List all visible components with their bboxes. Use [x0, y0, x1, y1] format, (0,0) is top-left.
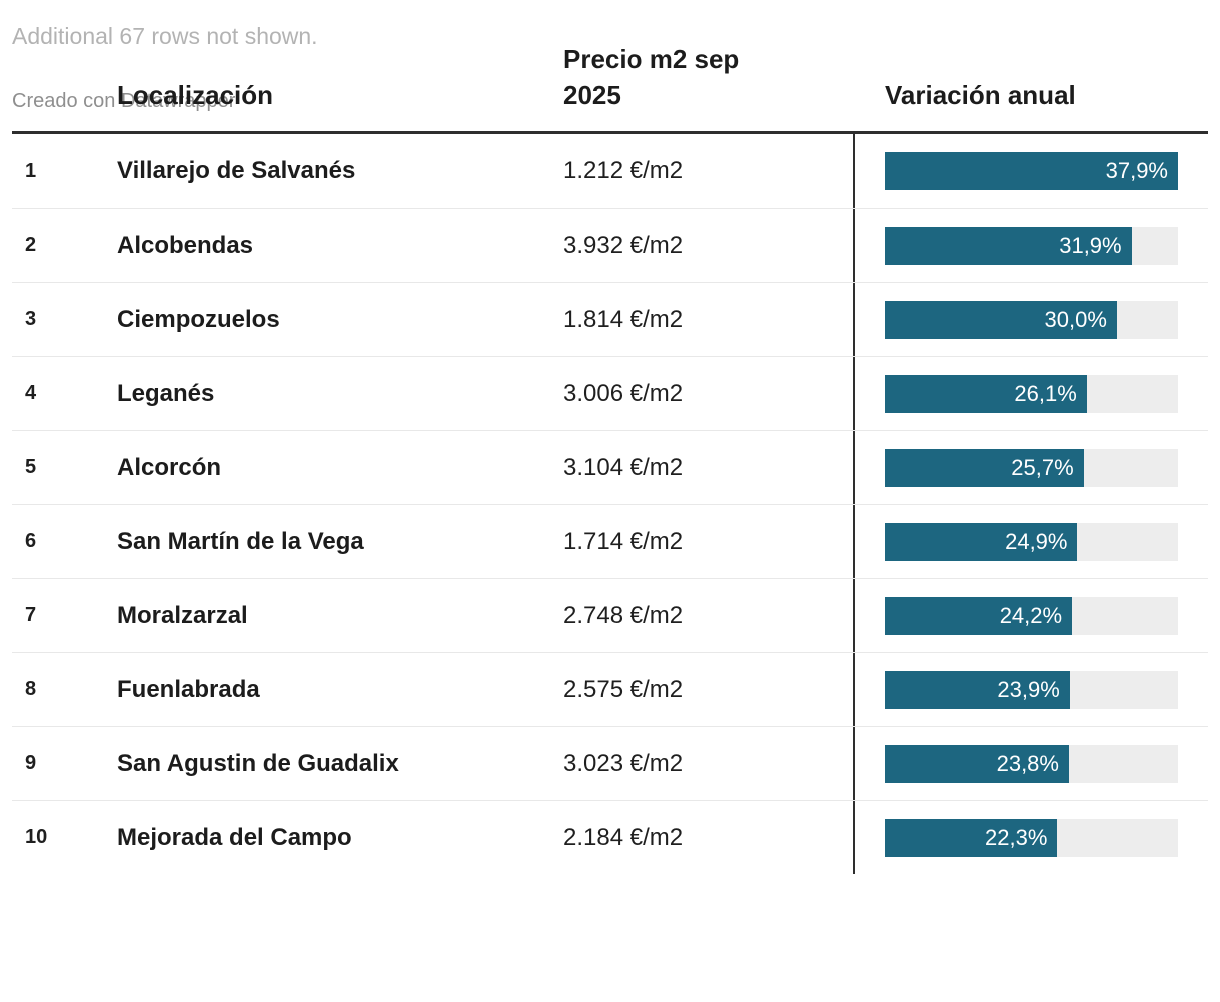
row-location: Leganés — [117, 379, 215, 407]
variation-bar-label: 31,9% — [1059, 232, 1122, 258]
header-variation: Variación anual — [885, 80, 1076, 110]
table-body: 1 Villarejo de Salvanés 1.212 €/m2 37,9%… — [12, 134, 1208, 874]
variation-bar-track: 23,8% — [885, 744, 1178, 783]
row-rank: 6 — [25, 530, 37, 552]
variation-bar-track: 37,9% — [885, 152, 1178, 190]
variation-bar: 30,0% — [885, 300, 1117, 339]
row-price: 3.023 €/m2 — [563, 749, 684, 777]
row-variation-cell: 25,7% — [853, 431, 1208, 504]
variation-bar: 22,3% — [885, 818, 1058, 857]
table-row: 1 Villarejo de Salvanés 1.212 €/m2 37,9% — [12, 134, 1208, 208]
ranking-table: Localización Precio m2 sep 2025 Variació… — [12, 0, 1208, 874]
variation-bar-label: 23,9% — [997, 676, 1060, 702]
variation-bar: 37,9% — [885, 152, 1178, 190]
variation-bar-label: 26,1% — [1014, 380, 1077, 406]
variation-bar-track: 24,2% — [885, 596, 1178, 635]
variation-bar-track: 26,1% — [885, 374, 1178, 413]
row-rank: 1 — [25, 159, 37, 182]
row-rank: 9 — [25, 752, 37, 774]
header-price: Precio m2 sep 2025 — [563, 41, 853, 113]
variation-bar-track: 22,3% — [885, 818, 1178, 857]
row-price: 1.814 €/m2 — [563, 305, 684, 333]
table-header-row: Localización Precio m2 sep 2025 Variació… — [12, 0, 1208, 134]
variation-bar-track: 23,9% — [885, 670, 1178, 709]
variation-bar-label: 22,3% — [985, 824, 1048, 850]
row-rank: 3 — [25, 308, 37, 330]
variation-bar-label: 30,0% — [1044, 306, 1107, 332]
variation-bar: 24,2% — [885, 596, 1073, 635]
row-location: San Agustin de Guadalix — [117, 749, 399, 777]
row-variation-cell: 24,9% — [853, 505, 1208, 578]
variation-bar: 23,8% — [885, 744, 1069, 783]
row-rank: 4 — [25, 382, 37, 404]
row-price: 1.212 €/m2 — [563, 157, 684, 184]
variation-bar-label: 37,9% — [1105, 158, 1168, 183]
variation-bar: 25,7% — [885, 448, 1084, 487]
variation-bar-track: 31,9% — [885, 226, 1178, 265]
variation-bar: 24,9% — [885, 522, 1078, 561]
row-rank: 2 — [25, 234, 37, 256]
variation-bar: 26,1% — [885, 374, 1087, 413]
datawrapper-attribution[interactable]: Creado con Datawrapper — [12, 90, 236, 112]
variation-bar-track: 30,0% — [885, 300, 1178, 339]
table-row: 8 Fuenlabrada 2.575 €/m2 23,9% — [12, 652, 1208, 726]
row-price: 3.104 €/m2 — [563, 453, 684, 481]
row-variation-cell: 22,3% — [853, 801, 1208, 874]
table-row: 9 San Agustin de Guadalix 3.023 €/m2 23,… — [12, 726, 1208, 800]
row-variation-cell: 23,8% — [853, 727, 1208, 800]
row-price: 2.748 €/m2 — [563, 601, 684, 629]
table-row: 6 San Martín de la Vega 1.714 €/m2 24,9% — [12, 504, 1208, 578]
row-location: Alcorcón — [117, 453, 222, 481]
row-location: Mejorada del Campo — [117, 823, 352, 851]
variation-bar: 23,9% — [885, 670, 1070, 709]
table-row: 2 Alcobendas 3.932 €/m2 31,9% — [12, 208, 1208, 282]
header-location: Localización — [117, 80, 274, 110]
variation-bar-label: 25,7% — [1011, 454, 1074, 480]
row-location: Villarejo de Salvanés — [117, 157, 356, 184]
row-rank: 5 — [25, 456, 37, 478]
row-price: 2.184 €/m2 — [563, 823, 684, 851]
table-row: 10 Mejorada del Campo 2.184 €/m2 22,3% — [12, 800, 1208, 874]
variation-bar: 31,9% — [885, 226, 1132, 265]
row-rank: 10 — [25, 826, 48, 848]
row-variation-cell: 24,2% — [853, 579, 1208, 652]
variation-bar-track: 24,9% — [885, 522, 1178, 561]
table-row: 7 Moralzarzal 2.748 €/m2 24,2% — [12, 578, 1208, 652]
variation-bar-label: 23,8% — [996, 750, 1059, 776]
row-price: 3.932 €/m2 — [563, 231, 684, 259]
row-location: Fuenlabrada — [117, 675, 260, 703]
row-rank: 8 — [25, 678, 37, 700]
row-variation-cell: 30,0% — [853, 283, 1208, 356]
row-price: 2.575 €/m2 — [563, 675, 684, 703]
table-row: 4 Leganés 3.006 €/m2 26,1% — [12, 356, 1208, 430]
table-row: 3 Ciempozuelos 1.814 €/m2 30,0% — [12, 282, 1208, 356]
row-variation-cell: 31,9% — [853, 209, 1208, 282]
rows-not-shown-note: Additional 67 rows not shown. — [12, 23, 318, 49]
variation-bar-track: 25,7% — [885, 448, 1178, 487]
row-variation-cell: 23,9% — [853, 653, 1208, 726]
row-location: Moralzarzal — [117, 601, 248, 629]
header-price-label: Precio m2 sep 2025 — [563, 44, 740, 110]
row-location: San Martín de la Vega — [117, 527, 364, 555]
row-location: Alcobendas — [117, 231, 254, 259]
variation-bar-label: 24,9% — [1005, 528, 1068, 554]
row-price: 3.006 €/m2 — [563, 379, 684, 407]
variation-bar-label: 24,2% — [999, 602, 1063, 628]
row-rank: 7 — [25, 604, 37, 626]
row-variation-cell: 37,9% — [853, 134, 1208, 208]
row-variation-cell: 26,1% — [853, 357, 1208, 430]
row-price: 1.714 €/m2 — [563, 527, 684, 555]
table-row: 5 Alcorcón 3.104 €/m2 25,7% — [12, 430, 1208, 504]
row-location: Ciempozuelos — [117, 305, 280, 333]
